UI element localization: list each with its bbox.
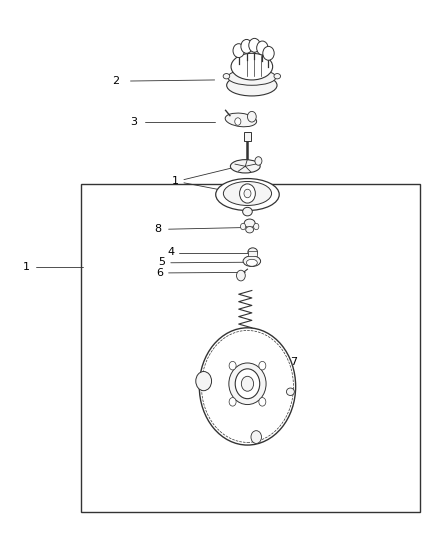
Circle shape xyxy=(259,398,266,406)
Circle shape xyxy=(251,431,261,443)
Ellipse shape xyxy=(215,179,279,211)
Ellipse shape xyxy=(244,219,255,228)
Circle shape xyxy=(229,361,236,370)
Circle shape xyxy=(254,223,259,230)
Circle shape xyxy=(257,41,268,55)
Text: 6: 6 xyxy=(156,269,163,278)
Circle shape xyxy=(235,369,260,399)
Ellipse shape xyxy=(223,74,230,79)
Ellipse shape xyxy=(274,74,281,79)
Circle shape xyxy=(235,118,241,125)
Ellipse shape xyxy=(230,160,260,173)
Circle shape xyxy=(196,372,212,391)
Circle shape xyxy=(240,184,255,203)
Ellipse shape xyxy=(243,256,261,266)
Text: 1: 1 xyxy=(172,176,179,186)
Bar xyxy=(248,251,257,256)
Ellipse shape xyxy=(223,181,272,205)
Ellipse shape xyxy=(243,207,252,216)
Ellipse shape xyxy=(248,248,258,256)
Text: 7: 7 xyxy=(290,358,297,367)
Ellipse shape xyxy=(286,388,294,395)
Circle shape xyxy=(240,223,246,230)
Circle shape xyxy=(255,157,262,165)
Circle shape xyxy=(247,111,256,122)
Ellipse shape xyxy=(246,227,254,233)
Bar xyxy=(244,132,251,141)
Text: 2: 2 xyxy=(113,76,120,86)
Circle shape xyxy=(241,39,252,53)
Ellipse shape xyxy=(225,113,257,127)
Circle shape xyxy=(229,398,236,406)
Circle shape xyxy=(263,46,274,60)
Ellipse shape xyxy=(228,69,276,85)
Circle shape xyxy=(244,189,251,198)
Bar xyxy=(81,184,420,512)
Text: 8: 8 xyxy=(154,224,161,234)
Circle shape xyxy=(259,361,266,370)
Ellipse shape xyxy=(246,260,257,266)
Ellipse shape xyxy=(229,363,266,405)
Circle shape xyxy=(241,376,254,391)
Ellipse shape xyxy=(231,53,272,80)
Circle shape xyxy=(233,44,244,58)
Text: 1: 1 xyxy=(23,262,30,271)
Text: 4: 4 xyxy=(167,247,174,256)
Circle shape xyxy=(199,328,296,445)
Circle shape xyxy=(237,270,245,281)
Text: 5: 5 xyxy=(159,257,166,267)
Text: 3: 3 xyxy=(130,117,137,126)
Circle shape xyxy=(249,38,260,52)
Ellipse shape xyxy=(227,75,277,96)
